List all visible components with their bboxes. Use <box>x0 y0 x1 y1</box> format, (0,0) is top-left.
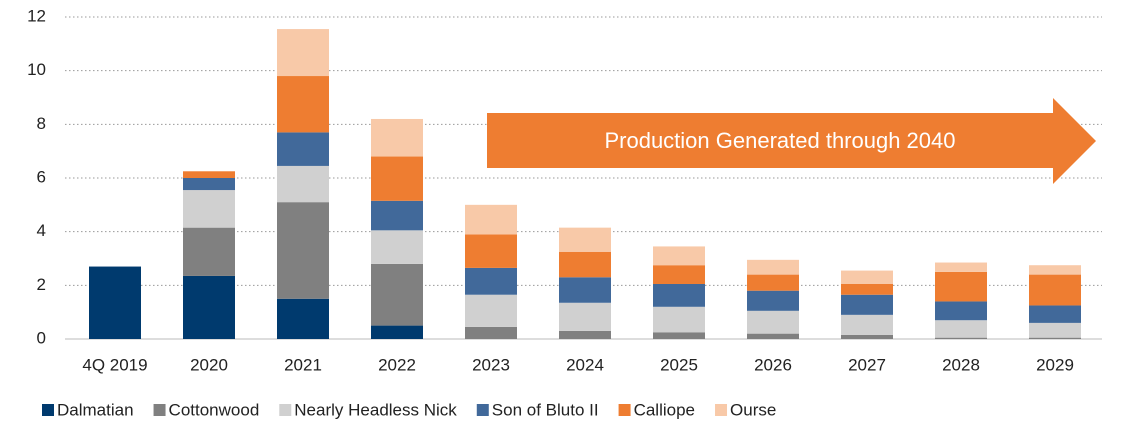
y-tick-label: 8 <box>37 114 46 133</box>
bar-segment <box>183 190 235 228</box>
bar-segment <box>371 156 423 201</box>
y-tick-label: 2 <box>37 275 46 294</box>
x-tick-label: 2024 <box>566 355 604 374</box>
bar-segment <box>841 283 893 295</box>
bar-segment <box>559 302 611 331</box>
bar-segment <box>653 246 705 266</box>
bar-segment <box>559 330 611 339</box>
bar-segment <box>465 267 517 295</box>
bar-segment <box>277 298 329 339</box>
bar-segment <box>841 334 893 339</box>
bar-segment <box>89 266 141 339</box>
x-tick-label: 2028 <box>942 355 980 374</box>
y-tick-label: 10 <box>27 60 46 79</box>
bar-segment <box>277 165 329 203</box>
x-tick-label: 2025 <box>660 355 698 374</box>
bar-segment <box>841 314 893 335</box>
y-tick-label: 4 <box>37 221 46 240</box>
bar-segment <box>277 29 329 77</box>
legend-swatch <box>42 404 54 416</box>
bar-segment <box>559 227 611 252</box>
bar-segment <box>277 76 329 133</box>
legend-swatch <box>279 404 292 416</box>
x-tick-label: 2026 <box>754 355 792 374</box>
bar-segment <box>747 290 799 311</box>
bar-segment <box>371 200 423 231</box>
bar-segment <box>1029 265 1081 275</box>
bar-segment <box>371 118 423 157</box>
bar-segment <box>371 325 423 339</box>
x-tick-label: 2022 <box>378 355 416 374</box>
legend-swatch <box>618 404 631 416</box>
bar-segment <box>747 259 799 275</box>
bar-segment <box>935 262 987 272</box>
bar-segment <box>841 270 893 284</box>
bar-segment <box>1029 305 1081 323</box>
legend-swatch <box>153 404 166 416</box>
bar-segment <box>747 274 799 291</box>
bar-segment <box>465 294 517 327</box>
legend-label: Calliope <box>634 400 695 419</box>
bar-segment <box>559 251 611 278</box>
bar-segment <box>935 271 987 302</box>
bar-segment <box>1029 274 1081 306</box>
legend-label: Nearly Headless Nick <box>294 400 457 419</box>
x-tick-label: 2027 <box>848 355 886 374</box>
x-tick-label: 2021 <box>284 355 322 374</box>
bar-segment <box>277 202 329 299</box>
y-tick-label: 0 <box>37 328 46 347</box>
bar-segment <box>371 263 423 326</box>
annotation-arrow <box>487 98 1096 184</box>
bar-segment <box>465 326 517 339</box>
bar-segment <box>841 294 893 315</box>
legend-label: Cottonwood <box>169 400 260 419</box>
bar-segment <box>935 320 987 338</box>
x-tick-label: 2029 <box>1036 355 1074 374</box>
bar-segment <box>935 337 987 339</box>
bar-segment <box>1029 322 1081 338</box>
x-tick-label: 2023 <box>472 355 510 374</box>
y-tick-label: 6 <box>37 167 46 186</box>
x-tick-label: 4Q 2019 <box>82 355 147 374</box>
bar-segment <box>183 171 235 178</box>
bar-segment <box>747 333 799 339</box>
legend-swatch <box>715 404 728 416</box>
bar-segment <box>183 275 235 339</box>
bar-segment <box>277 132 329 166</box>
legend-label: Ourse <box>730 400 776 419</box>
bar-segment <box>653 283 705 307</box>
bar-segment <box>559 277 611 303</box>
bar-segment <box>465 234 517 268</box>
annotation: Production Generated through 2040 <box>604 128 955 153</box>
x-tick-label: 2020 <box>190 355 228 374</box>
legend-label: Dalmatian <box>57 400 134 419</box>
bar-segment <box>653 332 705 339</box>
bar-segment <box>747 310 799 334</box>
bar-segment <box>183 178 235 191</box>
legend-swatch <box>476 404 489 416</box>
bar-segment <box>653 265 705 284</box>
bar-segment <box>465 204 517 235</box>
legend-label: Son of Bluto II <box>492 400 599 419</box>
bar-segment <box>935 301 987 321</box>
bar-segment <box>1029 337 1081 339</box>
bar-segment <box>183 227 235 276</box>
y-tick-label: 12 <box>27 6 46 25</box>
bar-segment <box>371 230 423 264</box>
bar-segment <box>653 306 705 333</box>
